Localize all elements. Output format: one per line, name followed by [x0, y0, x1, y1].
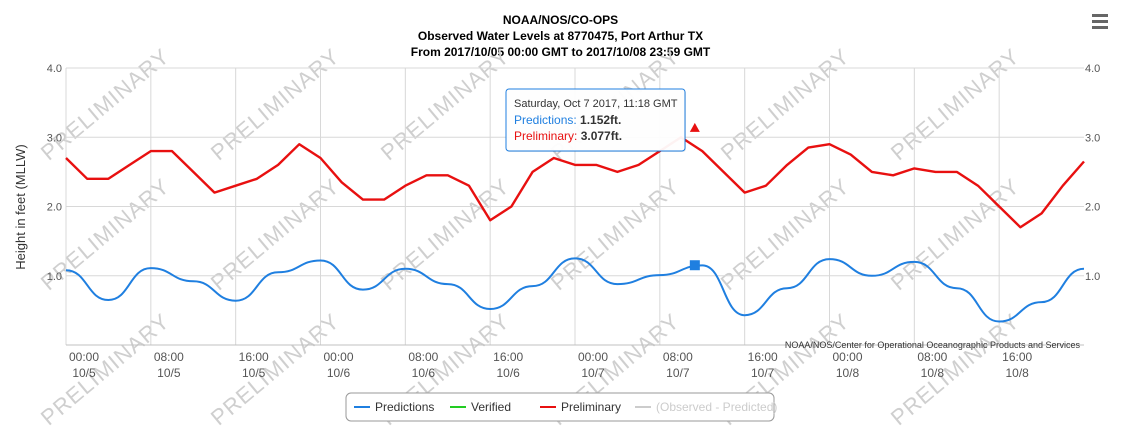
legend-label: Verified: [471, 400, 511, 414]
series-layer: [65, 122, 1085, 323]
watermark-text: PRELIMINARY: [206, 43, 344, 165]
legend-label: Preliminary: [561, 400, 621, 414]
watermark-text: PRELIMINARY: [36, 308, 174, 430]
y-tick-label-right: 2.0: [1085, 202, 1100, 214]
x-tick-label: 00:00 10/6: [323, 350, 353, 380]
x-tick-label: 16:00 10/7: [748, 350, 778, 380]
watermark-text: PRELIMINARY: [206, 308, 344, 430]
chart-title-line-2: Observed Water Levels at 8770475, Port A…: [418, 29, 703, 43]
x-tick-label: 08:00 10/8: [917, 350, 947, 380]
y-tick-label-left: 4.0: [47, 63, 62, 75]
watermark-text: PRELIMINARY: [36, 43, 174, 165]
x-tick-label: 08:00 10/5: [154, 350, 184, 380]
x-tick-label: 16:00 10/5: [239, 350, 269, 380]
chart-title-line-3: From 2017/10/05 00:00 GMT to 2017/10/08 …: [411, 45, 711, 59]
hover-marker-predictions: [689, 260, 700, 271]
chart-menu-button[interactable]: [1088, 10, 1112, 32]
watermark-text: PRELIMINARY: [546, 173, 684, 295]
tooltip-row: Preliminary: 3.077ft.: [514, 129, 622, 143]
watermark-text: PRELIMINARY: [886, 43, 1024, 165]
legend-item[interactable]: (Observed - Predicted): [635, 400, 777, 414]
series-line-preliminary: [65, 136, 1085, 229]
x-tick-label: 00:00 10/5: [69, 350, 99, 380]
y-tick-label-left: 2.0: [47, 202, 62, 214]
x-tick-label: 08:00 10/6: [408, 350, 438, 380]
y-axis-left-ticks: 1.0 2.0 3.0 4.0: [47, 63, 62, 283]
x-axis-ticks: 00:00 10/5 08:00 10/5 16:00 10/5 00:00 10/6 08:0…: [69, 350, 1033, 380]
series-line-predictions: [65, 257, 1085, 323]
x-tick-label: 16:00 10/6: [493, 350, 523, 380]
legend-item[interactable]: Preliminary: [540, 400, 621, 414]
y-tick-label-right: 4.0: [1085, 63, 1100, 75]
y-axis-right-ticks: 1.0 2.0 3.0 4.0: [1085, 63, 1100, 283]
y-tick-label-left: 1.0: [47, 271, 62, 283]
legend: Predictions Verified Preliminary (Observed …: [345, 392, 777, 422]
y-tick-label-left: 3.0: [47, 132, 62, 144]
x-tick-label: 08:00 10/7: [663, 350, 693, 380]
y-tick-label-right: 3.0: [1085, 132, 1100, 144]
x-tick-label: 00:00 10/8: [832, 350, 862, 380]
chart-credit: NOAA/NOS/Center for Operational Oceanogr…: [785, 340, 1081, 350]
legend-item[interactable]: Verified: [450, 400, 511, 414]
x-tick-label: 00:00 10/7: [578, 350, 608, 380]
legend-label: (Observed - Predicted): [656, 400, 777, 414]
watermark-text: PRELIMINARY: [716, 173, 854, 295]
hamburger-icon: [1092, 14, 1108, 29]
watermark-text: PRELIMINARY: [886, 308, 1024, 430]
chart-title: NOAA/NOS/CO-OPS Observed Water Levels at…: [411, 13, 711, 59]
watermark-text: PRELIMINARY: [206, 173, 344, 295]
tooltip: Saturday, Oct 7 2017, 11:18 GMT Predictio…: [505, 88, 686, 152]
watermark-text: PRELIMINARY: [376, 43, 514, 165]
y-tick-label-right: 1.0: [1085, 271, 1100, 283]
x-tick-label: 16:00 10/8: [1002, 350, 1032, 380]
tooltip-box: [505, 88, 686, 152]
chart-title-line-1: NOAA/NOS/CO-OPS: [503, 13, 618, 27]
legend-item[interactable]: Predictions: [354, 400, 434, 414]
hover-marker-preliminary: [689, 122, 700, 132]
legend-box: [345, 392, 775, 422]
y-axis-label: Height in feet (MLLW): [13, 144, 28, 269]
legend-label: Predictions: [375, 400, 434, 414]
watermark-text: PRELIMINARY: [886, 173, 1024, 295]
tooltip-row: Predictions: 1.152ft.: [514, 113, 621, 127]
tooltip-time: Saturday, Oct 7 2017, 11:18 GMT: [514, 98, 678, 110]
